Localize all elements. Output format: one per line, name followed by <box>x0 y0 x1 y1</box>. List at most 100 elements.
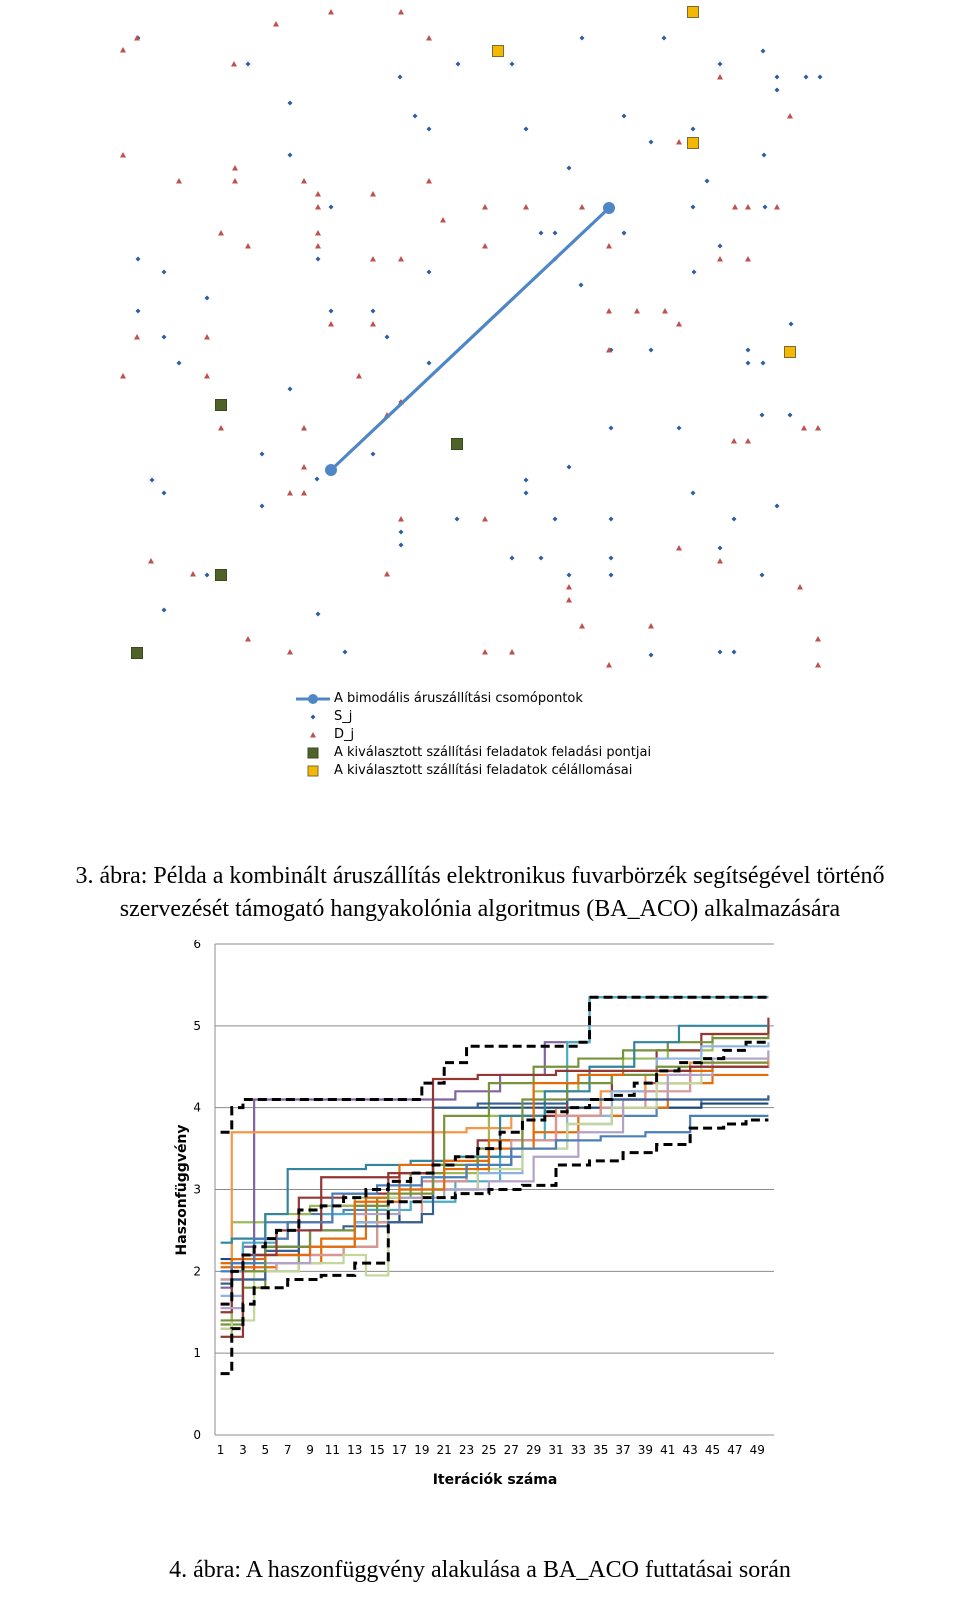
d-j-marker <box>231 61 237 67</box>
chart-series <box>220 995 770 1376</box>
s-j-marker <box>259 503 265 509</box>
d-j-marker <box>815 636 821 642</box>
d-j-marker <box>579 623 585 629</box>
d-j-marker <box>579 204 585 210</box>
s-j-marker <box>704 178 710 184</box>
s-j-marker <box>648 347 654 353</box>
s-j-marker <box>760 360 766 366</box>
legend-label-bimodal: A bimodális áruszállítási csomópontok <box>334 691 583 706</box>
y-tick-label: 1 <box>193 1346 201 1360</box>
d-j-marker <box>482 243 488 249</box>
y-tick-label: 0 <box>193 1428 201 1442</box>
d-j-marker <box>745 438 751 444</box>
s-j-marker <box>621 113 627 119</box>
d-j-marker <box>482 516 488 522</box>
d-j-marker <box>426 178 432 184</box>
s-j-marker <box>455 61 461 67</box>
d-j-marker <box>301 464 307 470</box>
s-j-marker <box>287 100 293 106</box>
series-line <box>220 1058 770 1265</box>
s-j-marker <box>509 555 515 561</box>
d-j-marker <box>134 35 140 41</box>
s-j-marker <box>370 451 376 457</box>
d-j-marker <box>315 243 321 249</box>
s-j-marker <box>717 545 723 551</box>
d-j-marker <box>523 204 529 210</box>
bimodal-link <box>325 202 615 476</box>
bimodal-route-line <box>329 206 611 472</box>
series-line-dashed <box>220 995 769 1134</box>
s-j-marker <box>552 516 558 522</box>
d-j-marker <box>245 243 251 249</box>
y-tick-label: 3 <box>193 1183 201 1197</box>
d-j-marker <box>801 425 807 431</box>
d-j-marker <box>440 217 446 223</box>
d-j-marker <box>328 321 334 327</box>
x-tick-label: 3 <box>239 1443 247 1457</box>
s-j-marker <box>397 74 403 80</box>
s-j-marker <box>314 476 320 482</box>
s-j-marker <box>384 334 390 340</box>
d-j-points <box>120 9 821 668</box>
s-j-marker <box>760 48 766 54</box>
s-j-marker <box>523 126 529 132</box>
series-line <box>220 1065 769 1338</box>
s-j-marker <box>176 360 182 366</box>
d-j-marker <box>370 191 376 197</box>
s-j-marker <box>690 490 696 496</box>
pickup-marker <box>131 647 143 659</box>
legend-label-d: D_j <box>334 727 355 742</box>
s-j-marker <box>817 74 823 80</box>
s-j-marker <box>648 139 654 145</box>
s-j-marker <box>259 451 265 457</box>
d-j-marker <box>606 347 612 353</box>
s-j-marker <box>135 308 141 314</box>
d-j-marker <box>662 308 668 314</box>
d-j-marker <box>232 165 238 171</box>
s-j-marker <box>717 61 723 67</box>
y-axis-ticks: 0 1 2 3 4 5 6 <box>193 940 201 1442</box>
figure-3-caption-line-2: szervezését támogató hangyakolónia algor… <box>119 896 841 922</box>
d-j-marker <box>301 178 307 184</box>
x-tick-label: 27 <box>504 1443 519 1457</box>
s-j-marker <box>566 165 572 171</box>
s-j-marker <box>245 61 251 67</box>
legend-label-pickup: A kiválasztott szállítási feladatok fela… <box>334 745 652 760</box>
series-line-dashed <box>220 1118 769 1376</box>
d-j-marker <box>676 139 682 145</box>
destination-points <box>492 6 796 358</box>
figure-4-caption: 4. ábra: A haszonfüggvény alakulása a BA… <box>169 1557 791 1583</box>
d-j-marker <box>634 308 640 314</box>
series-line <box>220 1050 770 1310</box>
bimodal-node-marker <box>603 202 615 214</box>
legend-item-dest: A kiválasztott szállítási feladatok célá… <box>296 762 651 780</box>
x-tick-label: 5 <box>261 1443 269 1457</box>
x-tick-label: 13 <box>347 1443 362 1457</box>
x-tick-label: 37 <box>615 1443 630 1457</box>
s-j-marker <box>717 649 723 655</box>
s-j-marker <box>759 572 765 578</box>
d-j-marker <box>245 636 251 642</box>
s-j-marker <box>690 204 696 210</box>
d-j-marker <box>606 308 612 314</box>
s-j-marker <box>135 256 141 262</box>
d-j-marker <box>482 204 488 210</box>
d-j-marker <box>301 425 307 431</box>
d-j-marker <box>717 74 723 80</box>
series-line-dashed <box>220 1040 770 1306</box>
s-j-marker <box>161 269 167 275</box>
x-tick-label: 29 <box>526 1443 541 1457</box>
map-legend: A bimodális áruszállítási csomópontok S_… <box>296 690 651 780</box>
s-j-marker <box>426 126 432 132</box>
series-line <box>220 1095 770 1281</box>
s-j-marker <box>161 334 167 340</box>
s-j-marker <box>774 74 780 80</box>
x-tick-label: 41 <box>660 1443 675 1457</box>
x-tick-label: 45 <box>705 1443 720 1457</box>
s-j-marker <box>538 230 544 236</box>
s-j-marker <box>774 87 780 93</box>
triangle-marker-icon <box>310 732 316 738</box>
figure-3-caption: 3. ábra: Példa a kombinált áruszállítás … <box>0 860 960 926</box>
x-tick-label: 43 <box>683 1443 698 1457</box>
s-j-marker <box>287 386 293 392</box>
